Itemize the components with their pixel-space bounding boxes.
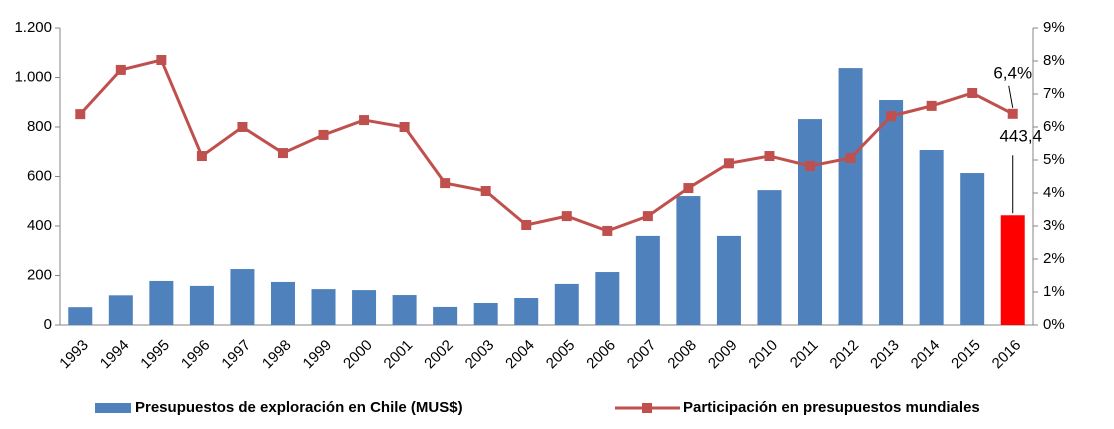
line-marker [237,122,248,132]
bar [716,235,741,325]
bar [189,285,214,325]
x-tick-label: 2004 [502,337,538,373]
y-tick-label: 600 [27,167,52,184]
bar [757,190,782,325]
x-tick-label: 2005 [543,337,579,373]
bar [433,306,458,325]
legend-label: Presupuestos de exploración en Chile (MU… [135,399,463,416]
legend-swatch [95,403,130,413]
bar [1000,215,1025,325]
x-tick-label: 2008 [664,337,700,373]
x-tick-label: 2014 [908,337,944,373]
x-tick-label: 2011 [787,337,822,372]
x-tick-label: 2002 [421,337,457,373]
legend-swatch-bar [130,403,131,413]
line-marker [602,225,613,236]
y-tick-label: 1.200 [14,19,52,36]
line-marker [359,115,370,126]
y2-tick-label: 3% [1043,217,1065,234]
bar [392,295,417,325]
y2-tick-label: 0% [1043,316,1065,333]
y-tick-label: 1.000 [14,68,52,85]
line-marker [642,211,653,222]
line-marker [318,129,329,140]
x-tick-label: 1994 [97,337,133,373]
bar [108,295,133,325]
line-marker [480,186,491,197]
x-tick-label: 1995 [137,337,173,373]
line-marker [886,111,897,122]
bar [798,119,823,325]
bar [595,272,620,325]
x-tick-label: 1997 [218,337,254,373]
data-label: 6,4% [993,63,1032,82]
line-marker [196,151,207,162]
bar [635,235,660,325]
line-marker [277,148,288,159]
legend-label: Participación en presupuestos mundiales [683,399,980,416]
y-tick-label: 200 [27,266,52,283]
x-tick-label: 1999 [300,337,336,373]
x-tick-label: 2016 [989,337,1025,373]
x-tick-label: 2012 [827,337,863,373]
line-marker [1007,108,1018,119]
bar [473,302,498,325]
x-tick-label: 2010 [745,337,781,373]
y2-tick-label: 4% [1043,184,1065,201]
x-tick-label: 2015 [948,337,984,373]
x-tick-label: 2000 [340,337,376,373]
y-tick-label: 800 [27,118,52,135]
line-marker [115,64,126,75]
bar [311,289,336,325]
bar [352,290,377,325]
y2-tick-label: 9% [1043,19,1065,36]
y-tick-label: 400 [27,217,52,234]
x-tick-label: 2001 [381,337,417,373]
bar [554,283,579,325]
y2-tick-label: 1% [1043,283,1065,300]
y2-tick-label: 5% [1043,151,1065,168]
x-tick-label: 1998 [259,337,295,373]
bar [960,173,985,325]
bar [230,269,255,325]
line-marker [845,153,856,164]
line-marker [156,55,167,66]
y2-tick-label: 7% [1043,85,1065,102]
line-marker [683,183,694,194]
x-tick-label: 2013 [867,337,903,373]
x-tick-label: 1993 [56,337,92,373]
y2-tick-label: 2% [1043,250,1065,267]
line-marker [75,109,86,120]
line-marker [440,178,451,189]
y2-tick-label: 8% [1043,52,1065,69]
line-marker [561,211,572,222]
line-marker [521,220,532,231]
bar [676,196,701,325]
bar [270,281,295,325]
line-marker [399,122,410,132]
bar [879,100,904,326]
line-marker [805,160,816,171]
label-leader [1008,85,1014,108]
data-label: 443,4 [999,127,1042,146]
bar [68,307,93,325]
y2-tick-label: 6% [1043,118,1065,135]
line-marker [764,151,775,162]
x-tick-label: 2009 [705,337,741,373]
line-marker [967,88,978,99]
x-tick-label: 1996 [178,337,214,373]
bar [838,68,863,325]
line-marker [723,158,734,169]
bar [149,280,174,325]
x-tick-label: 2006 [583,337,619,373]
y-tick-label: 0 [44,316,52,333]
x-tick-label: 2007 [624,337,660,373]
legend-marker [642,403,652,413]
bar [514,298,539,325]
line [79,58,1014,233]
line-marker [926,100,937,111]
bar [919,150,944,325]
x-tick-label: 2003 [462,337,498,373]
